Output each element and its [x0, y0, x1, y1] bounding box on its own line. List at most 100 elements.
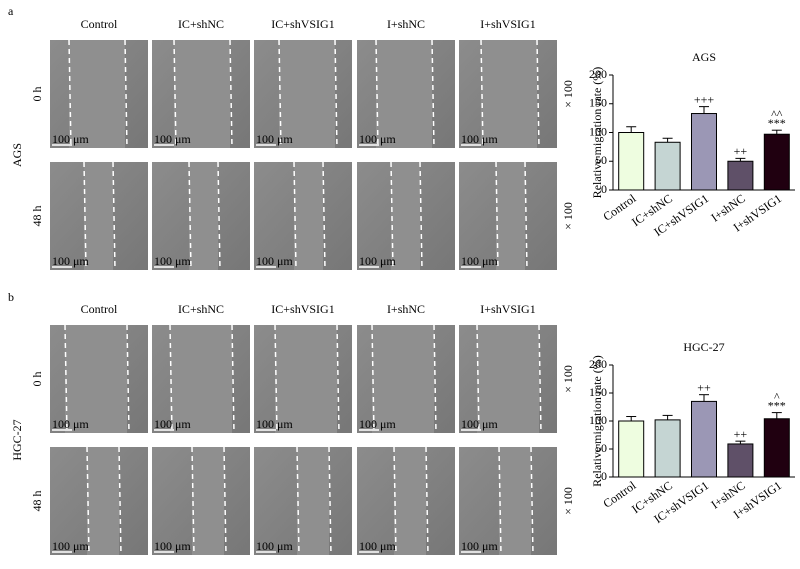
magnification: × 100 [561, 202, 575, 230]
column-label: IC+shVSIG1 [271, 17, 334, 31]
scale-bar-label: 100 μm [359, 417, 396, 431]
wound-edge [169, 324, 173, 434]
bar [691, 113, 717, 191]
wound-gap [174, 40, 230, 148]
wound-edge [524, 161, 528, 271]
scale-bar-label: 100 μm [154, 132, 191, 146]
significance-mark: +++ [694, 92, 715, 106]
significance-mark: ++ [734, 144, 748, 158]
y-axis-label: Relative migration rate (%) [590, 67, 604, 199]
wound-edge [191, 446, 195, 556]
wound-edge [476, 324, 480, 434]
scale-bar-label: 100 μm [52, 254, 89, 268]
wound-gap [481, 40, 537, 148]
chart-title: HGC-27 [683, 340, 724, 354]
row-label: 0 h [30, 87, 44, 102]
column-label: I+shVSIG1 [480, 302, 535, 316]
wound-edge [336, 324, 340, 434]
scale-bar-label: 100 μm [256, 539, 293, 553]
wound-edge [86, 446, 90, 556]
wound-edge [229, 39, 233, 149]
wound-gap [496, 162, 525, 270]
wound-edge [293, 161, 297, 271]
bar [618, 420, 645, 478]
wound-edge [223, 446, 227, 556]
significance-mark: ++ [734, 427, 748, 441]
wound-edge [322, 161, 326, 271]
wound-edge [83, 161, 87, 271]
bar [691, 400, 717, 478]
column-label: I+shVSIG1 [480, 17, 535, 31]
scale-bar-label: 100 μm [461, 132, 498, 146]
column-label: I+shNC [387, 17, 425, 31]
bar [654, 141, 681, 191]
y-axis-label: Relative migration rate (%) [590, 355, 604, 487]
column-label: Control [81, 17, 118, 31]
y-tick-label: 200 [589, 67, 607, 81]
wound-gap [297, 447, 329, 555]
wound-gap [189, 162, 218, 270]
wound-gap [192, 447, 224, 555]
wound-gap [275, 325, 337, 433]
wound-edge [118, 446, 122, 556]
y-tick-label: 200 [589, 357, 607, 371]
wound-edge [188, 161, 192, 271]
column-label: Control [81, 302, 118, 316]
y-tick-label: 50 [595, 441, 607, 455]
column-label: IC+shNC [178, 17, 224, 31]
wound-edge [112, 161, 116, 271]
bar [763, 418, 790, 478]
wound-edge [498, 446, 502, 556]
wound-gap [69, 40, 125, 148]
wound-edge [231, 324, 235, 434]
y-tick-label: 0 [601, 182, 607, 196]
significance-mark: *** [768, 398, 786, 412]
scale-bar-label: 100 μm [154, 254, 191, 268]
column-label: I+shNC [387, 302, 425, 316]
wound-edge [328, 446, 332, 556]
wound-gap [499, 447, 531, 555]
cell-line-label: AGS [10, 143, 24, 167]
scale-bar-label: 100 μm [256, 417, 293, 431]
wound-edge [173, 39, 177, 149]
y-tick-label: 100 [589, 124, 607, 138]
wound-edge [536, 39, 540, 149]
y-tick-label: 100 [589, 413, 607, 427]
wound-edge [538, 324, 542, 434]
column-label: IC+shNC [178, 302, 224, 316]
wound-edge [425, 446, 429, 556]
wound-gap [294, 162, 323, 270]
wound-edge [480, 39, 484, 149]
wound-edge [296, 446, 300, 556]
wound-edge [68, 39, 72, 149]
wound-gap [279, 40, 335, 148]
scale-bar-label: 100 μm [52, 132, 89, 146]
wound-gap [170, 325, 232, 433]
wound-edge [217, 161, 221, 271]
wound-gap [84, 162, 113, 270]
wound-gap [391, 162, 420, 270]
scale-bar-label: 100 μm [154, 417, 191, 431]
wound-gap [87, 447, 119, 555]
wound-edge [433, 324, 437, 434]
wound-edge [375, 39, 379, 149]
chart-title: AGS [692, 50, 716, 64]
row-label: 0 h [30, 372, 44, 387]
scale-bar-label: 100 μm [359, 132, 396, 146]
wound-edge [64, 324, 68, 434]
scale-bar-label: 100 μm [52, 417, 89, 431]
wound-edge [431, 39, 435, 149]
bar [727, 443, 754, 478]
magnification: × 100 [561, 80, 575, 108]
bar [727, 160, 754, 191]
scale-bar-label: 100 μm [359, 254, 396, 268]
significance-mark: *** [768, 116, 786, 130]
wound-gap [65, 325, 127, 433]
wound-edge [371, 324, 375, 434]
significance-mark: ^ [774, 389, 780, 403]
column-label: IC+shVSIG1 [271, 302, 334, 316]
scale-bar-label: 100 μm [154, 539, 191, 553]
panel-letter: b [8, 290, 14, 304]
magnification: × 100 [561, 365, 575, 393]
y-tick-label: 150 [589, 385, 607, 399]
